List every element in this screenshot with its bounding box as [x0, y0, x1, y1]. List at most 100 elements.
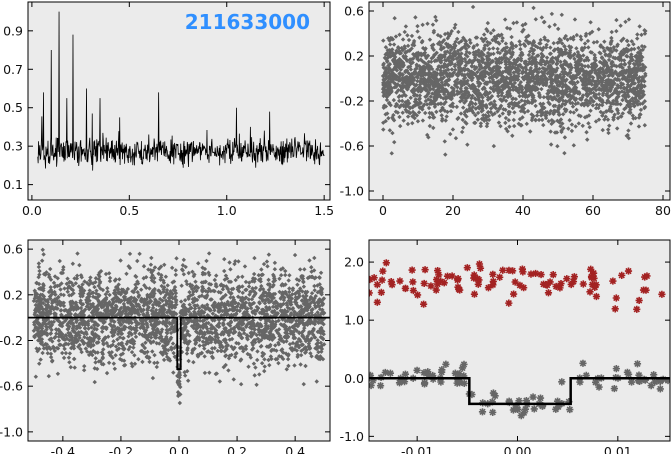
y-tick-label: -0.2 [340, 94, 364, 109]
data-point [383, 45, 389, 50]
x-tick-label: 20 [445, 203, 461, 218]
data-point [584, 55, 590, 60]
data-point [140, 343, 146, 348]
data-point [633, 90, 638, 95]
data-point [117, 277, 122, 282]
data-point [579, 77, 585, 83]
data-point [499, 32, 504, 37]
data-point [542, 19, 547, 25]
data-point [557, 103, 562, 108]
data-point [607, 72, 613, 78]
data-point [526, 93, 532, 98]
data-point [462, 112, 468, 117]
data-point [162, 262, 167, 267]
data-point [77, 335, 82, 341]
data-point [479, 109, 484, 114]
data-point [51, 344, 56, 350]
data-point [508, 60, 514, 66]
data-point [267, 306, 272, 312]
data-point [524, 121, 529, 127]
data-point [162, 285, 167, 290]
data-point [459, 59, 465, 64]
data-point [152, 275, 157, 281]
data-point [639, 82, 644, 87]
data-point [487, 46, 492, 52]
data-point [60, 267, 66, 272]
data-point [625, 79, 631, 85]
data-point [201, 310, 207, 315]
data-point [433, 70, 438, 75]
data-point [611, 71, 616, 77]
data-point [575, 72, 580, 77]
data-point [625, 82, 630, 87]
data-point [604, 92, 609, 98]
data-point [119, 358, 125, 363]
data-point [185, 378, 191, 383]
data-point [384, 57, 389, 62]
data-point [614, 28, 619, 34]
data-point [61, 264, 66, 270]
data-point [109, 324, 115, 329]
data-point [222, 317, 227, 323]
data-point [397, 98, 402, 104]
data-point [598, 70, 604, 75]
data-point [556, 106, 562, 112]
data-point [531, 39, 536, 44]
data-point [493, 39, 499, 44]
data-point [593, 84, 598, 90]
data-point [573, 101, 578, 107]
data-point [503, 51, 508, 57]
data-point [593, 80, 598, 85]
data-point [105, 286, 110, 291]
data-point [613, 69, 618, 74]
data-point [255, 357, 260, 363]
data-point [587, 89, 593, 94]
data-point [575, 49, 581, 55]
data-point [156, 266, 162, 271]
data-point [612, 112, 617, 117]
data-point [633, 115, 638, 121]
data-point [539, 59, 545, 64]
data-point [642, 31, 648, 36]
data-point [533, 43, 538, 49]
data-point [629, 81, 635, 86]
data-point [634, 54, 639, 59]
data-point [246, 297, 251, 302]
data-point [260, 335, 266, 341]
data-point [619, 49, 624, 54]
data-point [637, 59, 642, 64]
data-point [277, 276, 282, 281]
data-point [280, 266, 286, 271]
data-point [600, 85, 606, 91]
data-point [588, 49, 593, 55]
data-point [57, 258, 62, 264]
data-point [605, 98, 610, 103]
data-point [46, 289, 52, 295]
data-point [177, 372, 183, 378]
data-point [637, 95, 643, 101]
data-point [390, 130, 395, 136]
data-point [565, 94, 571, 99]
data-point [300, 333, 305, 339]
data-point [511, 96, 516, 101]
data-point [600, 66, 605, 71]
data-point [413, 97, 418, 102]
data-point [192, 311, 197, 316]
data-point [497, 86, 502, 92]
data-point [440, 40, 445, 45]
data-point [593, 106, 599, 111]
data-point [189, 350, 195, 356]
data-point [433, 14, 438, 20]
data-point [456, 62, 461, 68]
data-point [524, 77, 530, 82]
data-point [636, 124, 642, 129]
data-point [452, 45, 457, 51]
data-point [529, 112, 534, 117]
data-point [452, 82, 458, 88]
data-point [205, 302, 210, 308]
data-point [165, 328, 171, 333]
data-point [427, 66, 432, 72]
data-point [394, 90, 399, 95]
data-point [583, 87, 588, 92]
data-point [218, 340, 224, 345]
